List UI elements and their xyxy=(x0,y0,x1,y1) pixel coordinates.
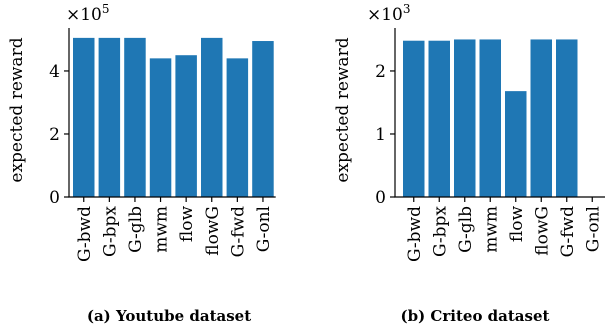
chart-youtube: ×105 expected reward 0 2 4 G-bwd G-bpx G-glb… xyxy=(7,2,276,325)
x-tick-label-flow: flow xyxy=(177,206,197,243)
bar-G-glb xyxy=(454,39,476,197)
bar-flow xyxy=(505,91,527,197)
bar-G-bpx xyxy=(98,37,121,198)
x-tick-label-G-glb: G-glb xyxy=(126,206,146,253)
y-tick-label: 0 xyxy=(49,188,60,208)
x-tick-label-G-onl: G-onl xyxy=(583,206,603,252)
y-multiplier: ×105 xyxy=(66,2,110,25)
bar-flow xyxy=(175,55,197,197)
y-tick-label: 2 xyxy=(49,125,60,145)
bars xyxy=(403,39,578,197)
x-tick-label-G-onl: G-onl xyxy=(254,206,274,252)
x-ticks: G-bwd G-bpx G-glb mwm flow flowG G-fwd G-onl xyxy=(75,197,274,262)
bar-G-bpx xyxy=(428,40,450,197)
bar-flowG xyxy=(530,39,552,197)
y-tick-label: 2 xyxy=(375,62,386,82)
chart-criteo: ×103 expected reward 0 1 2 G-bwd G-bpx G-glb… xyxy=(333,2,605,325)
x-tick-label-flowG: flowG xyxy=(203,206,223,256)
x-ticks: G-bwd G-bpx G-glb mwm flow flowG G-fwd G-onl xyxy=(405,197,603,262)
x-tick-label-mwm: mwm xyxy=(152,206,172,253)
x-tick-label-G-glb: G-glb xyxy=(456,206,476,253)
bar-G-glb xyxy=(124,37,146,198)
axes xyxy=(394,28,605,198)
bar-flowG xyxy=(201,37,223,198)
x-tick-label-G-fwd: G-fwd xyxy=(228,206,248,257)
x-tick-label-G-bpx: G-bpx xyxy=(430,206,450,257)
y-ticks: 0 2 4 xyxy=(49,62,69,208)
x-tick-label-G-bpx: G-bpx xyxy=(100,206,120,257)
y-tick-label: 4 xyxy=(49,62,60,82)
caption: (b) Criteo dataset xyxy=(401,307,550,325)
bar-mwm xyxy=(479,39,501,197)
axes xyxy=(68,28,276,198)
x-tick-label-flowG: flowG xyxy=(532,206,552,256)
x-tick-label-G-fwd: G-fwd xyxy=(558,206,578,257)
bar-G-bwd xyxy=(73,37,95,198)
y-axis-label: expected reward xyxy=(7,37,27,182)
y-ticks: 0 1 2 xyxy=(375,62,395,208)
x-tick-label-G-bwd: G-bwd xyxy=(75,206,95,262)
bar-G-fwd xyxy=(226,58,249,197)
y-tick-label: 0 xyxy=(375,188,386,208)
caption: (a) Youtube dataset xyxy=(87,307,251,325)
bar-G-fwd xyxy=(556,39,578,197)
bar-G-onl xyxy=(252,41,274,197)
bar-G-bwd xyxy=(403,40,425,197)
x-tick-label-mwm: mwm xyxy=(481,206,501,253)
y-multiplier: ×103 xyxy=(367,2,411,25)
bar-mwm xyxy=(149,58,172,197)
x-tick-label-flow: flow xyxy=(507,206,527,243)
y-tick-label: 1 xyxy=(375,125,386,145)
x-tick-label-G-bwd: G-bwd xyxy=(405,206,425,262)
bars xyxy=(73,37,274,198)
y-axis-label: expected reward xyxy=(333,37,353,182)
